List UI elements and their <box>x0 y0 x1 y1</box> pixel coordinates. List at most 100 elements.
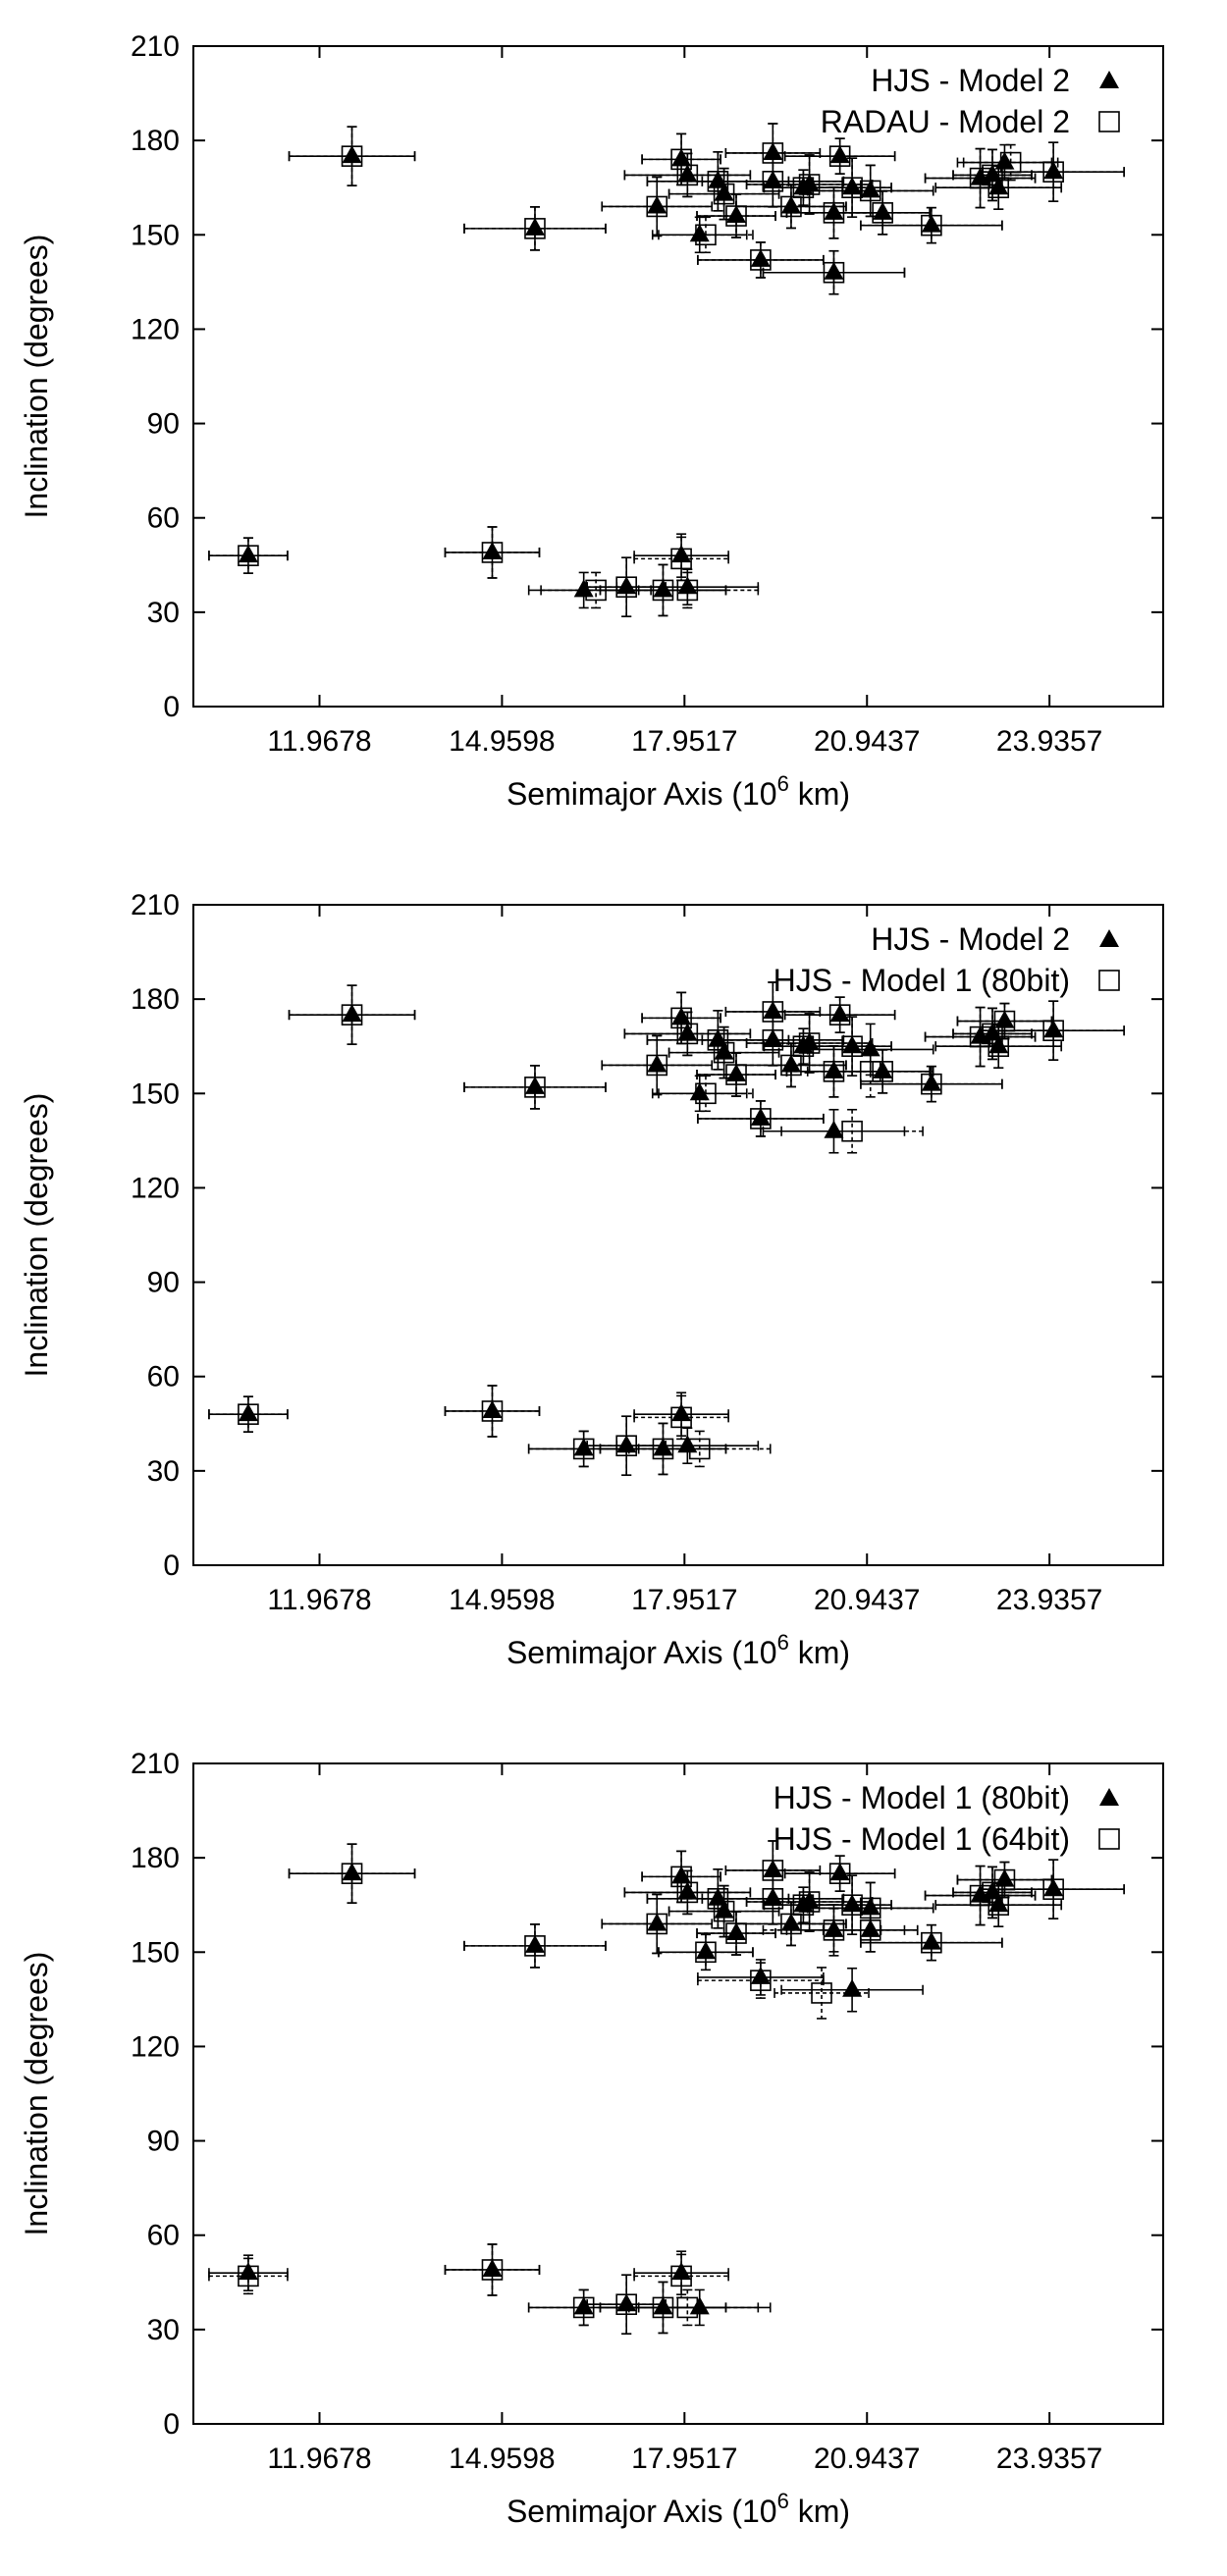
data-point <box>982 1000 1125 1061</box>
data-point <box>774 1967 870 2020</box>
square-marker <box>841 177 863 199</box>
y-tick-label: 90 <box>147 1267 180 1299</box>
data-point <box>924 1865 1037 1926</box>
triangle-marker <box>677 1881 698 1900</box>
triangle-marker <box>726 1064 747 1082</box>
y-tick-label: 210 <box>131 889 180 921</box>
square-marker <box>987 1894 1010 1917</box>
triangle-marker <box>524 1076 545 1094</box>
square-marker <box>676 1881 699 1904</box>
data-point <box>667 167 780 221</box>
square-marker <box>670 1866 692 1888</box>
plot-frame <box>192 904 1164 1566</box>
y-tick-label: 60 <box>147 502 180 535</box>
triangle-marker <box>988 1894 1009 1913</box>
data-point <box>658 1933 754 1971</box>
square-marker <box>1042 1878 1064 1900</box>
data-point <box>860 1923 1003 1962</box>
legend-triangle-icon <box>1099 71 1119 88</box>
data-point <box>623 1011 752 1057</box>
square-marker <box>780 1054 802 1077</box>
square-marker <box>707 1888 729 1910</box>
legend-label: HJS - Model 1 (64bit) <box>774 1821 1070 1857</box>
square-marker <box>987 177 1010 199</box>
x-axis-label: Semimajor Axis (106 km) <box>507 2489 850 2529</box>
x-tick-label: 23.9357 <box>996 2443 1102 2475</box>
legend-square-icon <box>1098 1828 1120 1850</box>
data-point <box>762 249 906 295</box>
square-marker <box>841 1894 863 1917</box>
y-tick-label: 0 <box>163 691 180 723</box>
square-marker <box>841 1120 863 1142</box>
square-marker <box>921 214 942 237</box>
series-2 <box>208 981 1125 1477</box>
y-tick-label: 210 <box>131 30 180 63</box>
data-point <box>623 1869 752 1916</box>
x-tick-label: 14.9598 <box>449 725 555 758</box>
data-point <box>444 2243 541 2296</box>
x-axis-label: Semimajor Axis (106 km) <box>507 1630 850 1670</box>
triangle-marker <box>873 1060 893 1078</box>
triangle-marker <box>689 2296 710 2315</box>
square-marker <box>524 1077 546 1098</box>
square-marker <box>859 1919 881 1941</box>
data-point <box>288 1843 416 1904</box>
x-tick-label: 11.9678 <box>267 725 371 758</box>
x-tick-label: 14.9598 <box>449 1584 555 1616</box>
square-marker <box>524 218 546 239</box>
square-marker <box>676 1023 699 1045</box>
chart-panel-3: 0 30 60 90 120 150 180 210 11.9678 14.9598 17.9517… <box>19 1748 1164 2529</box>
y-axis-label: Inclination (degrees) <box>19 1093 54 1378</box>
x-tick-label: 17.9517 <box>631 725 737 758</box>
legend-label: HJS - Model 2 <box>871 63 1070 98</box>
data-point <box>783 1855 896 1892</box>
legend-label: HJS - Model 2 <box>871 921 1070 957</box>
triangle-marker <box>860 1919 880 1937</box>
data-point <box>208 1395 289 1433</box>
data-point <box>288 984 416 1045</box>
legend-triangle-icon <box>1099 1788 1119 1806</box>
square-marker <box>872 1061 893 1082</box>
x-tick-label: 17.9517 <box>631 2443 737 2475</box>
triangle-marker <box>573 579 594 598</box>
data-point <box>934 1882 1063 1928</box>
square-marker <box>762 171 784 192</box>
y-tick-label: 120 <box>131 2030 180 2063</box>
data-point <box>860 206 1003 244</box>
data-point <box>783 996 896 1033</box>
y-tick-label: 60 <box>147 2220 180 2252</box>
legend: HJS - Model 1 (80bit) HJS - Model 1 (64bi… <box>774 1780 1120 1857</box>
y-tick-label: 0 <box>163 2408 180 2441</box>
square-marker <box>481 2259 504 2281</box>
square-marker <box>615 1435 637 1457</box>
square-marker <box>646 1913 668 1935</box>
data-point <box>783 137 896 175</box>
y-tick-label: 150 <box>131 1936 180 1969</box>
triangle-marker <box>1043 1878 1064 1897</box>
data-point <box>288 126 416 186</box>
y-tick-label: 30 <box>147 2314 180 2346</box>
square-marker <box>676 2296 699 2319</box>
square-marker <box>707 1029 729 1051</box>
square-marker <box>670 1007 692 1029</box>
data-point <box>623 152 752 198</box>
square-marker <box>811 1982 832 2004</box>
data-point <box>697 1100 825 1137</box>
data-point <box>208 537 289 574</box>
data-point <box>982 141 1125 202</box>
data-point <box>627 1430 772 1468</box>
data-point <box>806 164 934 218</box>
triangle-marker <box>524 217 545 236</box>
square-marker <box>670 548 692 570</box>
triangle-marker <box>726 1922 747 1941</box>
data-point <box>834 190 931 236</box>
chart-panel-1: 0 30 60 90 120 150 180 210 11.9678 14.9598 17.9517… <box>19 30 1164 812</box>
square-marker <box>828 145 851 167</box>
triangle-marker <box>780 1913 801 1931</box>
square-marker <box>585 579 607 602</box>
y-tick-label: 150 <box>131 219 180 251</box>
square-marker <box>646 1054 668 1077</box>
square-marker <box>921 1931 942 1954</box>
x-tick-label: 23.9357 <box>996 725 1102 758</box>
square-marker <box>341 145 363 167</box>
